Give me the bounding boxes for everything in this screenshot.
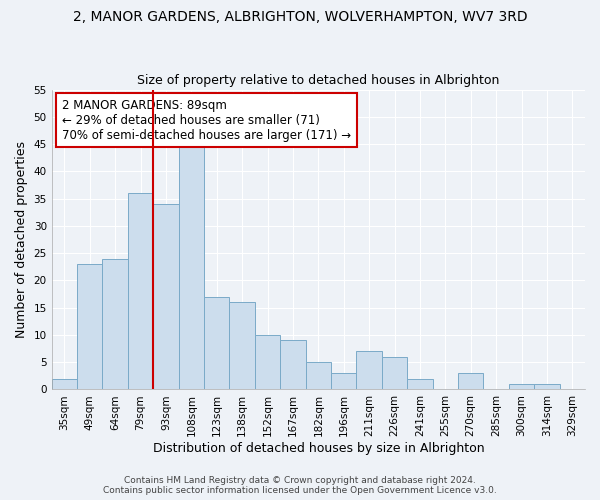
Bar	[204, 297, 229, 390]
Bar	[280, 340, 305, 390]
Bar	[407, 378, 433, 390]
Bar	[458, 373, 484, 390]
Bar	[229, 302, 255, 390]
Bar	[52, 378, 77, 390]
Bar	[382, 356, 407, 390]
Bar	[356, 352, 382, 390]
X-axis label: Distribution of detached houses by size in Albrighton: Distribution of detached houses by size …	[152, 442, 484, 455]
Bar	[128, 193, 153, 390]
Bar	[534, 384, 560, 390]
Text: 2, MANOR GARDENS, ALBRIGHTON, WOLVERHAMPTON, WV7 3RD: 2, MANOR GARDENS, ALBRIGHTON, WOLVERHAMP…	[73, 10, 527, 24]
Title: Size of property relative to detached houses in Albrighton: Size of property relative to detached ho…	[137, 74, 500, 87]
Text: 2 MANOR GARDENS: 89sqm
← 29% of detached houses are smaller (71)
70% of semi-det: 2 MANOR GARDENS: 89sqm ← 29% of detached…	[62, 98, 352, 142]
Bar	[77, 264, 103, 390]
Bar	[255, 335, 280, 390]
Bar	[103, 258, 128, 390]
Y-axis label: Number of detached properties: Number of detached properties	[15, 141, 28, 338]
Bar	[509, 384, 534, 390]
Bar	[153, 204, 179, 390]
Bar	[331, 373, 356, 390]
Text: Contains HM Land Registry data © Crown copyright and database right 2024.
Contai: Contains HM Land Registry data © Crown c…	[103, 476, 497, 495]
Bar	[305, 362, 331, 390]
Bar	[179, 138, 204, 390]
